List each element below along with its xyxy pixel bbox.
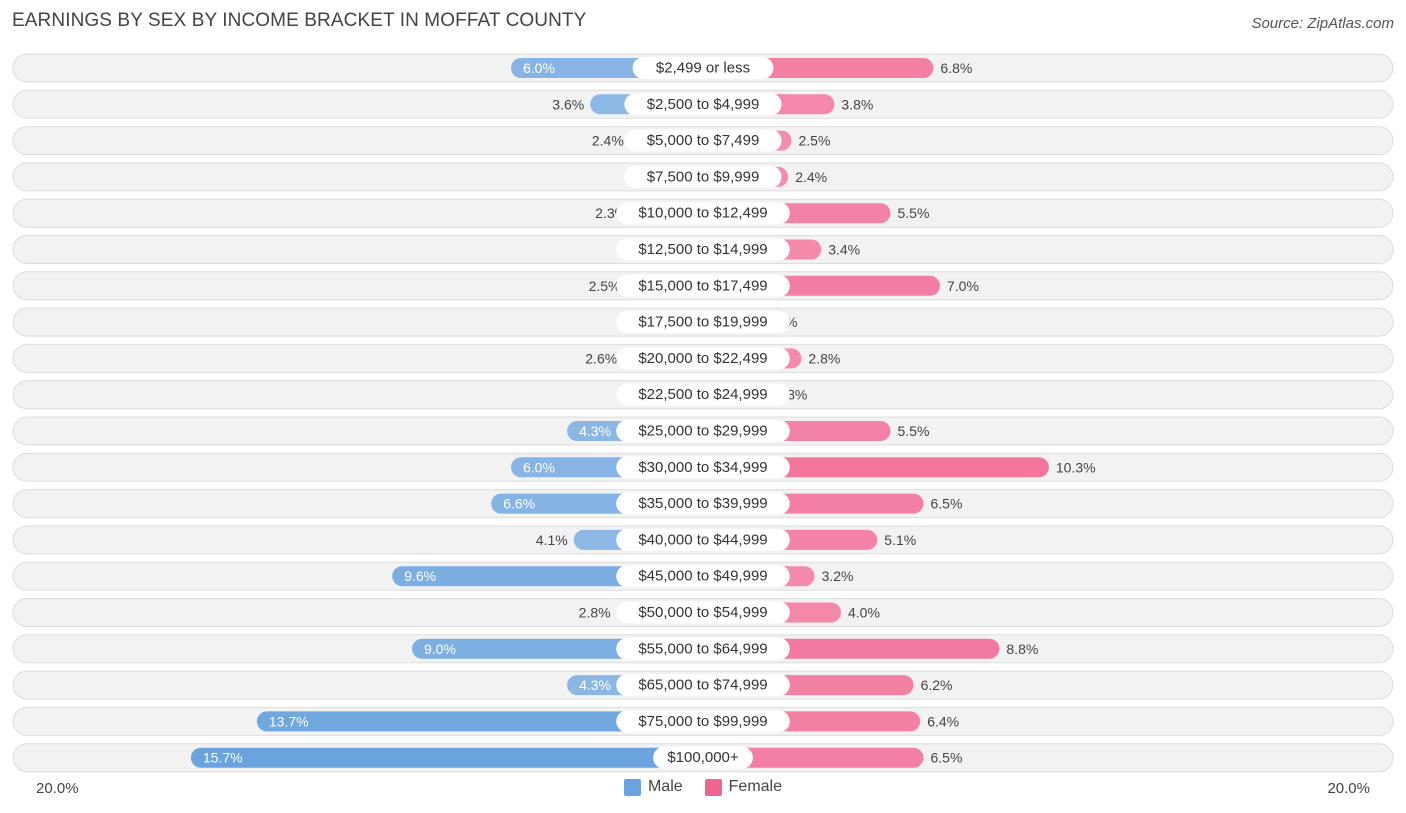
category-pill bbox=[616, 202, 790, 225]
value-label-female: 2.8% bbox=[808, 350, 840, 366]
value-label-male: 2.8% bbox=[579, 605, 611, 621]
category-label: $100,000+ bbox=[667, 749, 739, 766]
category-label: $50,000 to $54,999 bbox=[638, 604, 767, 621]
axis-label-right: 20.0% bbox=[1327, 780, 1370, 797]
category-label: $30,000 to $34,999 bbox=[638, 459, 767, 476]
category-pill bbox=[624, 129, 782, 152]
category-label: $17,500 to $19,999 bbox=[638, 314, 767, 331]
value-label-female: 8.8% bbox=[1006, 641, 1038, 657]
value-label-male: 13.7% bbox=[269, 713, 309, 729]
value-label-female: 5.5% bbox=[898, 205, 930, 221]
legend-item-female[interactable]: Female bbox=[704, 778, 783, 796]
legend-label-male: Male bbox=[647, 778, 683, 795]
category-label: $20,000 to $22,499 bbox=[638, 350, 767, 367]
bar-chart: 6.0% 6.8% $2,499 or less 3.6% 3.8% $2,500 to … bbox=[12, 53, 1394, 773]
value-label-female: 10.3% bbox=[1056, 459, 1096, 475]
category-label: $65,000 to $74,999 bbox=[638, 677, 767, 694]
category-label: $40,000 to $44,999 bbox=[638, 531, 767, 548]
source-credit: Source: ZipAtlas.com bbox=[1251, 15, 1394, 32]
category-pill bbox=[616, 347, 790, 370]
value-label-male: 6.0% bbox=[523, 60, 555, 76]
value-label-male: 4.3% bbox=[579, 423, 611, 439]
value-label-female: 6.2% bbox=[921, 677, 953, 693]
category-label: $12,500 to $14,999 bbox=[638, 241, 767, 258]
value-label-female: 2.5% bbox=[799, 133, 831, 149]
value-label-male: 6.0% bbox=[523, 459, 555, 475]
value-label-male: 2.4% bbox=[592, 133, 624, 149]
value-label-female: 3.2% bbox=[822, 568, 854, 584]
category-label: $5,000 to $7,499 bbox=[647, 132, 760, 149]
category-label: $25,000 to $29,999 bbox=[638, 423, 767, 440]
category-pill bbox=[616, 492, 790, 515]
category-pill bbox=[616, 710, 790, 733]
value-label-female: 5.1% bbox=[884, 532, 916, 548]
legend-swatch-female bbox=[704, 778, 722, 796]
category-label: $55,000 to $64,999 bbox=[638, 640, 767, 657]
category-label: $2,499 or less bbox=[656, 60, 750, 77]
value-label-female: 6.5% bbox=[931, 496, 963, 512]
category-label: $15,000 to $17,499 bbox=[638, 277, 767, 294]
value-label-male: 15.7% bbox=[203, 750, 243, 766]
value-label-male: 9.6% bbox=[404, 568, 436, 584]
legend-swatch-male bbox=[623, 778, 641, 796]
category-label: $75,000 to $99,999 bbox=[638, 713, 767, 730]
category-pill bbox=[616, 420, 790, 442]
bar-male bbox=[256, 711, 709, 732]
value-label-female: 6.8% bbox=[940, 60, 972, 76]
category-pill bbox=[616, 311, 790, 334]
category-pill bbox=[616, 456, 790, 479]
value-label-female: 6.5% bbox=[931, 750, 963, 766]
category-label: $2,500 to $4,999 bbox=[647, 96, 760, 113]
category-pill bbox=[616, 674, 790, 697]
bar-male bbox=[190, 747, 709, 768]
value-label-male: 6.6% bbox=[503, 496, 535, 512]
category-pill bbox=[624, 165, 782, 188]
category-label: $45,000 to $49,999 bbox=[638, 568, 767, 585]
value-label-female: 2.4% bbox=[795, 169, 827, 185]
category-pill bbox=[616, 274, 790, 297]
legend-item-male[interactable]: Male bbox=[623, 778, 683, 796]
category-label: $7,500 to $9,999 bbox=[647, 168, 760, 185]
value-label-male: 2.5% bbox=[589, 278, 621, 294]
legend: Male Female bbox=[0, 778, 1406, 796]
value-label-female: 3.4% bbox=[828, 242, 860, 258]
category-label: $35,000 to $39,999 bbox=[638, 495, 767, 512]
bar-female bbox=[709, 457, 1049, 478]
category-pill bbox=[616, 565, 790, 588]
value-label-male: 2.6% bbox=[585, 350, 617, 366]
value-label-male: 4.1% bbox=[536, 532, 568, 548]
category-pill bbox=[653, 746, 753, 769]
chart-title: EARNINGS BY SEX BY INCOME BRACKET IN MOF… bbox=[12, 10, 587, 31]
legend-label-female: Female bbox=[728, 778, 783, 795]
value-label-female: 5.5% bbox=[898, 423, 930, 439]
category-pill bbox=[632, 57, 774, 79]
value-label-male: 3.6% bbox=[552, 96, 584, 112]
category-pill bbox=[616, 383, 790, 406]
category-pill bbox=[616, 528, 790, 551]
value-label-female: 6.4% bbox=[927, 713, 959, 729]
value-label-female: 3.8% bbox=[841, 96, 873, 112]
bar-female bbox=[709, 747, 924, 768]
category-pill bbox=[616, 601, 790, 624]
category-pill bbox=[616, 637, 790, 660]
category-pill bbox=[616, 238, 790, 261]
value-label-female: 4.0% bbox=[848, 605, 880, 621]
value-label-male: 4.3% bbox=[579, 677, 611, 693]
value-label-female: 7.0% bbox=[947, 278, 979, 294]
category-label: $22,500 to $24,999 bbox=[638, 386, 767, 403]
axis-label-left: 20.0% bbox=[36, 780, 79, 797]
value-label-male: 9.0% bbox=[424, 641, 456, 657]
category-pill bbox=[624, 93, 782, 116]
category-label: $10,000 to $12,499 bbox=[638, 205, 767, 222]
